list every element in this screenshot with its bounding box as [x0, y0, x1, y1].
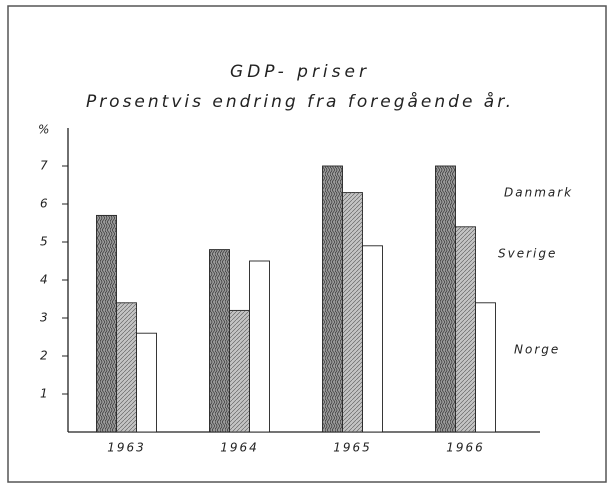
bar-hatch	[362, 245, 383, 432]
x-tick-label: 1963	[107, 441, 146, 455]
bar-hatch	[455, 226, 476, 432]
y-tick-label: 2	[40, 349, 50, 363]
bar-hatch	[229, 310, 250, 432]
y-tick-label: 4	[40, 273, 50, 287]
y-tick-label: 7	[40, 159, 50, 173]
bar-hatch	[435, 166, 456, 432]
chart-title: GDP- priser	[230, 62, 370, 82]
x-tick-label: 1966	[446, 441, 485, 455]
bar-hatch	[209, 249, 230, 432]
x-tick-label: 1964	[220, 441, 259, 455]
y-tick-label: 1	[40, 387, 50, 401]
chart-subtitle: Prosentvis endring fra foregående år.	[86, 91, 514, 112]
legend-label: Sverige	[498, 247, 557, 261]
bar-hatch	[96, 215, 117, 432]
y-axis-label: %	[38, 123, 51, 137]
legend-label: Danmark	[504, 186, 573, 200]
y-tick-label: 5	[40, 235, 50, 249]
y-tick-label: 3	[40, 311, 50, 325]
legend-label: Norge	[514, 343, 560, 357]
bar-hatch	[322, 166, 343, 432]
bar-hatch	[342, 192, 363, 432]
bar-hatch	[136, 333, 157, 432]
frame	[7, 5, 607, 483]
y-tick-label: 6	[40, 197, 50, 211]
bar-hatch	[116, 302, 137, 432]
bar-hatch	[475, 302, 496, 432]
bar-hatch	[249, 261, 270, 432]
x-tick-label: 1965	[333, 441, 372, 455]
